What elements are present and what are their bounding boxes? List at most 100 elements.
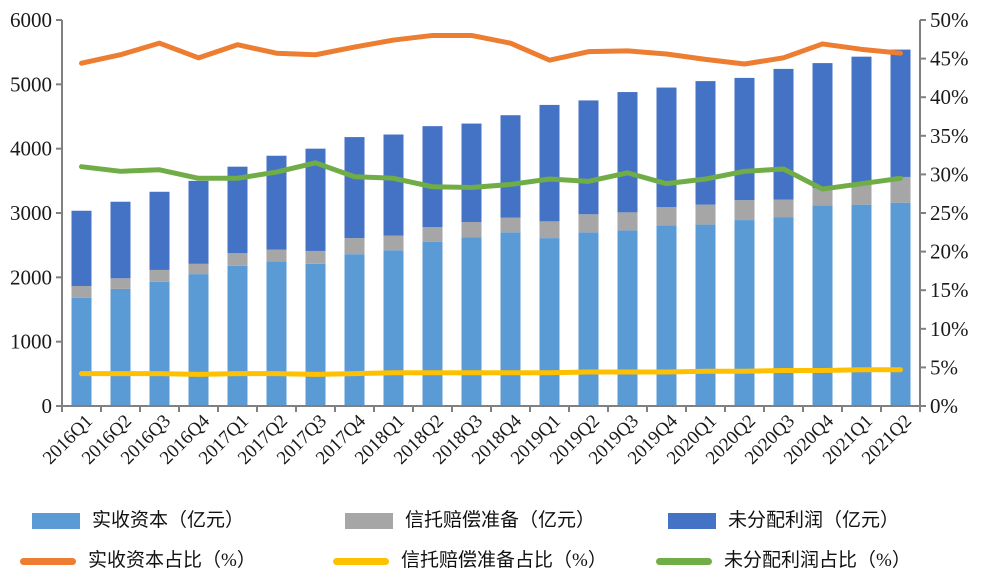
y-axis-right-tick-label: 15% <box>930 278 969 302</box>
bar-segment-series2 <box>188 180 209 264</box>
bar-segment-series2 <box>890 49 911 177</box>
bar-segment-series2 <box>695 81 716 205</box>
bar-segment-series0 <box>617 230 638 406</box>
bar-segment-series0 <box>188 274 209 406</box>
bar-segment-series0 <box>812 205 833 406</box>
y-axis-left-tick-label: 1000 <box>10 330 52 354</box>
undistributed-profit-ratio-swatch <box>656 557 712 565</box>
bar-segment-series1 <box>500 217 521 233</box>
bar-segment-series0 <box>305 263 326 406</box>
y-axis-right-tick-label: 45% <box>930 47 969 71</box>
y-axis-right-tick-label: 25% <box>930 201 969 225</box>
bar-segment-series2 <box>422 126 443 228</box>
bar-segment-series1 <box>539 221 560 239</box>
legend-label: 实收资本（亿元） <box>92 510 245 531</box>
bar-segment-series1 <box>344 238 365 255</box>
bar-segment-series1 <box>110 278 131 289</box>
bar-segment-series2 <box>305 148 326 251</box>
bar-segment-series0 <box>383 250 404 406</box>
legend-label: 未分配利润（亿元） <box>728 510 900 531</box>
bar-segment-series2 <box>617 92 638 213</box>
bar-segment-series0 <box>500 232 521 406</box>
y-axis-right-tick-label: 10% <box>930 317 969 341</box>
y-axis-left-tick-label: 2000 <box>10 265 52 289</box>
bar-segment-series1 <box>578 214 599 233</box>
y-axis-left-tick-label: 3000 <box>10 201 52 225</box>
bar-segment-series0 <box>422 241 443 406</box>
bar-segment-series1 <box>422 227 443 242</box>
bar-segment-series2 <box>383 134 404 236</box>
bar-segment-series0 <box>227 265 248 406</box>
bar-segment-series1 <box>461 222 482 238</box>
bar-segment-series0 <box>266 261 287 406</box>
plot-area: 0 1000 2000 3000 4000 5000 6000 0% 5% 10% 15% 20% 25… <box>10 8 969 469</box>
paid-in-capital-ratio-swatch <box>20 557 76 565</box>
y-axis-right-tick-label: 35% <box>930 124 969 148</box>
bar-segment-series2 <box>578 100 599 215</box>
bar-segment-series1 <box>773 199 794 218</box>
bar-segment-series1 <box>851 182 872 205</box>
legend-item-undistributed-profit-ratio: 未分配利润占比（%） <box>656 548 911 574</box>
bar-segment-series1 <box>149 269 170 282</box>
bar-segment-series1 <box>695 204 716 225</box>
bar-segment-series1 <box>71 286 92 298</box>
legend-label: 未分配利润占比（%） <box>724 550 911 571</box>
y-axis-right-tick-label: 5% <box>930 355 958 379</box>
bar-segment-series2 <box>227 166 248 254</box>
chart-legend: 实收资本（亿元） 信托赔偿准备（亿元） 未分配利润（亿元） 实收资本占比（%） … <box>0 498 988 581</box>
trend-line-series1 <box>79 367 903 377</box>
y-axis-left-tick-label: 0 <box>42 394 53 418</box>
trust-compensation-reserve-swatch <box>345 513 393 529</box>
bar-segment-series0 <box>851 204 872 406</box>
legend-label: 实收资本占比（%） <box>88 550 256 571</box>
legend-label: 信托赔偿准备（亿元） <box>405 510 596 531</box>
bar-segment-series2 <box>539 104 560 222</box>
bar-segment-series1 <box>617 212 638 231</box>
bar-segment-series0 <box>149 281 170 406</box>
legend-item-trust-compensation-reserve: 信托赔偿准备（亿元） <box>345 508 595 534</box>
legend-item-paid-in-capital: 实收资本（亿元） <box>32 508 244 534</box>
bar-segment-series1 <box>227 253 248 266</box>
paid-in-capital-swatch <box>32 513 80 529</box>
bar-segment-series0 <box>695 224 716 406</box>
bar-segment-series1 <box>656 207 677 226</box>
bar-segment-series1 <box>734 200 755 221</box>
trend-line-series2 <box>79 160 903 192</box>
trend-line-series0 <box>79 32 903 67</box>
bar-segment-series0 <box>734 220 755 406</box>
bar-segment-series1 <box>188 263 209 275</box>
y-axis-right-tick-label: 0% <box>930 394 958 418</box>
legend-item-paid-in-capital-ratio: 实收资本占比（%） <box>20 548 256 574</box>
y-axis-left-tick-label: 6000 <box>10 8 52 32</box>
bar-segment-series2 <box>773 68 794 200</box>
bar-segment-series2 <box>656 87 677 208</box>
y-axis-right-tick-label: 30% <box>930 162 969 186</box>
bar-segment-series1 <box>812 188 833 206</box>
bar-segment-series0 <box>461 237 482 406</box>
bar-segment-series2 <box>461 123 482 223</box>
bar-segment-series2 <box>149 191 170 270</box>
legend-item-trust-compensation-reserve-ratio: 信托赔偿准备占比（%） <box>333 548 607 574</box>
y-axis-right-tick-label: 50% <box>930 8 969 32</box>
bar-segment-series2 <box>110 201 131 279</box>
bar-segment-series1 <box>890 176 911 203</box>
bar-segment-series2 <box>344 137 365 239</box>
bar-segment-series0 <box>344 254 365 406</box>
bar-segment-series0 <box>656 225 677 406</box>
legend-label: 信托赔偿准备占比（%） <box>401 550 607 571</box>
undistributed-profit-swatch <box>668 513 716 529</box>
bar-segment-series1 <box>305 250 326 264</box>
bar-segment-series0 <box>71 297 92 406</box>
y-axis-right-tick-label: 20% <box>930 240 969 264</box>
bar-segment-series2 <box>500 115 521 218</box>
bar-segment-series0 <box>773 217 794 406</box>
bar-segment-series0 <box>539 238 560 406</box>
trust-compensation-reserve-ratio-swatch <box>333 557 389 565</box>
bar-segment-series0 <box>110 288 131 406</box>
bar-segment-series0 <box>578 232 599 406</box>
y-axis-left-tick-label: 5000 <box>10 72 52 96</box>
bar-segment-series1 <box>266 249 287 262</box>
y-axis-left-tick-label: 4000 <box>10 137 52 161</box>
bar-segment-series2 <box>266 155 287 250</box>
